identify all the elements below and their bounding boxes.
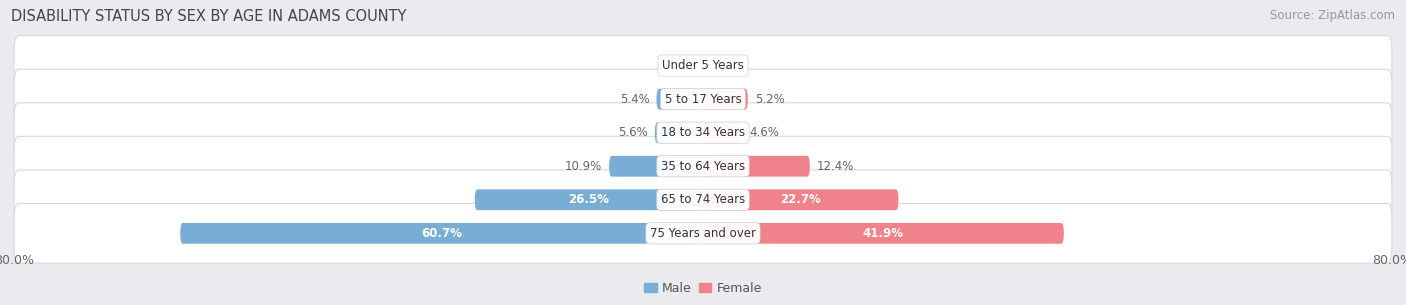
Text: 60.7%: 60.7% xyxy=(422,227,463,240)
FancyBboxPatch shape xyxy=(703,122,742,143)
FancyBboxPatch shape xyxy=(14,203,1392,263)
Text: 10.9%: 10.9% xyxy=(565,160,602,173)
FancyBboxPatch shape xyxy=(703,223,1064,244)
Text: 0.0%: 0.0% xyxy=(661,59,690,72)
Text: 12.4%: 12.4% xyxy=(817,160,853,173)
Text: Source: ZipAtlas.com: Source: ZipAtlas.com xyxy=(1270,9,1395,22)
Text: 0.0%: 0.0% xyxy=(716,59,745,72)
Text: 5.2%: 5.2% xyxy=(755,93,785,106)
FancyBboxPatch shape xyxy=(703,189,898,210)
Text: 18 to 34 Years: 18 to 34 Years xyxy=(661,126,745,139)
FancyBboxPatch shape xyxy=(14,69,1392,129)
Text: 41.9%: 41.9% xyxy=(863,227,904,240)
FancyBboxPatch shape xyxy=(14,36,1392,95)
Text: DISABILITY STATUS BY SEX BY AGE IN ADAMS COUNTY: DISABILITY STATUS BY SEX BY AGE IN ADAMS… xyxy=(11,9,406,24)
Text: 65 to 74 Years: 65 to 74 Years xyxy=(661,193,745,206)
FancyBboxPatch shape xyxy=(703,156,810,177)
FancyBboxPatch shape xyxy=(180,223,703,244)
FancyBboxPatch shape xyxy=(14,170,1392,230)
Legend: Male, Female: Male, Female xyxy=(640,277,766,300)
Text: 5.6%: 5.6% xyxy=(619,126,648,139)
Text: 22.7%: 22.7% xyxy=(780,193,821,206)
FancyBboxPatch shape xyxy=(609,156,703,177)
Text: 26.5%: 26.5% xyxy=(568,193,609,206)
Text: Under 5 Years: Under 5 Years xyxy=(662,59,744,72)
FancyBboxPatch shape xyxy=(703,89,748,109)
Text: 4.6%: 4.6% xyxy=(749,126,779,139)
Text: 75 Years and over: 75 Years and over xyxy=(650,227,756,240)
Text: 35 to 64 Years: 35 to 64 Years xyxy=(661,160,745,173)
FancyBboxPatch shape xyxy=(14,136,1392,196)
FancyBboxPatch shape xyxy=(655,122,703,143)
FancyBboxPatch shape xyxy=(14,103,1392,163)
FancyBboxPatch shape xyxy=(475,189,703,210)
Text: 5 to 17 Years: 5 to 17 Years xyxy=(665,93,741,106)
Text: 5.4%: 5.4% xyxy=(620,93,650,106)
FancyBboxPatch shape xyxy=(657,89,703,109)
